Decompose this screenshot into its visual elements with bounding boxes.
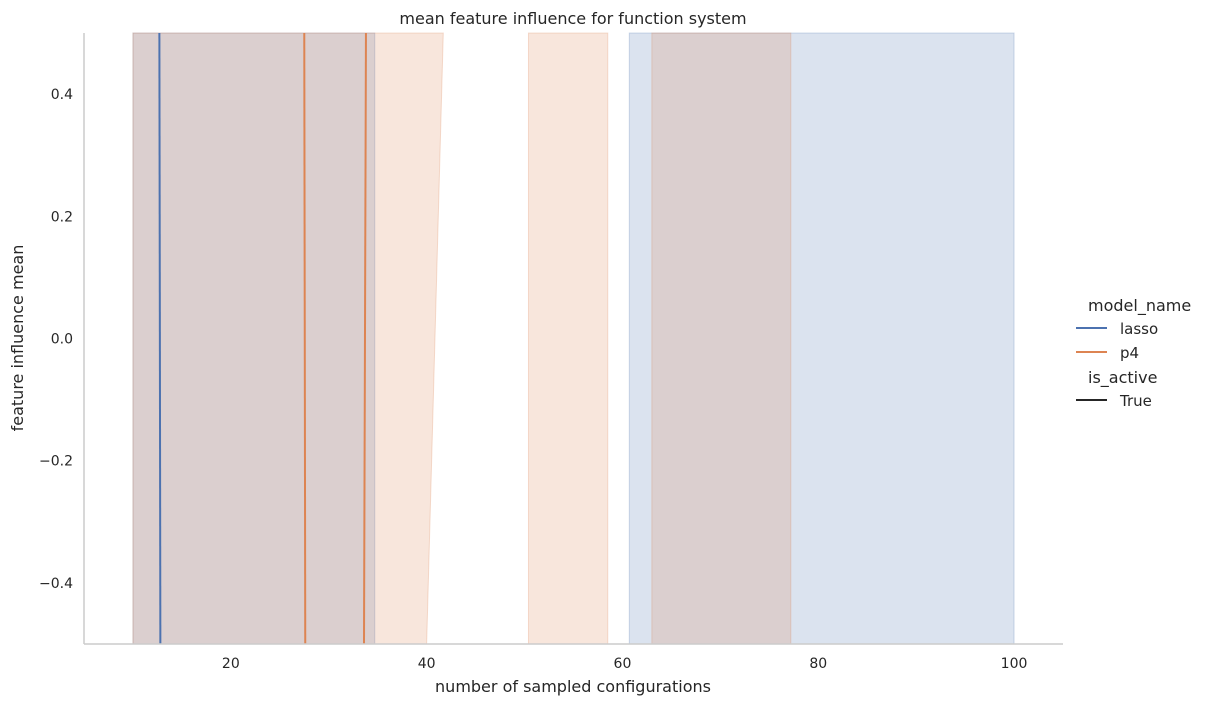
- y-tick-label: 0.0: [51, 332, 73, 348]
- x-tick-label: 20: [222, 656, 240, 672]
- y-tick-label: −0.2: [39, 454, 73, 470]
- y-axis-title: feature influence mean: [8, 245, 27, 432]
- x-tick-label: 60: [614, 656, 632, 672]
- x-tick-label: 80: [809, 656, 827, 672]
- x-tick-label: 100: [1001, 656, 1028, 672]
- chart-title: mean feature influence for function syst…: [399, 9, 746, 28]
- y-tick-label: 0.2: [51, 209, 73, 225]
- x-tick-label: 40: [418, 656, 436, 672]
- legend-label-p4: p4: [1120, 344, 1139, 362]
- band-p4-2: [651, 32, 792, 645]
- x-tick-labels: 20 40 60 80 100: [222, 656, 1027, 672]
- band-p4-1: [527, 32, 609, 645]
- legend-style-title: is_active: [1088, 368, 1157, 388]
- confidence-bands: [132, 32, 1015, 645]
- line-p4-0: [303, 32, 307, 645]
- band-p4-0: [132, 32, 444, 645]
- line-p4-1: [362, 32, 367, 645]
- y-tick-label: −0.4: [39, 576, 73, 592]
- y-tick-label: 0.4: [51, 87, 73, 103]
- y-tick-labels: −0.4 −0.2 0.0 0.2 0.4: [39, 87, 73, 592]
- legend-label-lasso: lasso: [1120, 320, 1158, 338]
- series-lines: [158, 32, 367, 645]
- legend-hue-title: model_name: [1088, 296, 1191, 316]
- line-lasso-0: [158, 32, 162, 645]
- x-axis-title: number of sampled configurations: [435, 677, 711, 696]
- legend-label-true: True: [1119, 392, 1152, 410]
- legend: model_name lasso p4 is_active True: [1076, 296, 1191, 410]
